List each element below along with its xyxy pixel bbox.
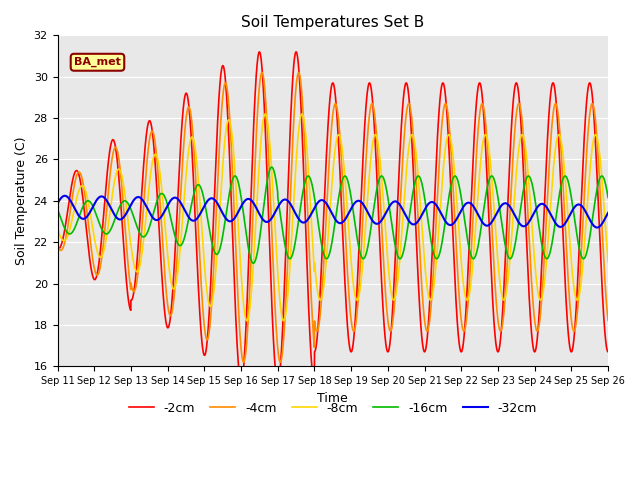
- -32cm: [534, 204, 542, 209]
- -8cm: [262, 111, 269, 117]
- -4cm: [594, 144, 602, 150]
- -2cm: [149, 134, 157, 140]
- -2cm: [116, 194, 124, 200]
- -4cm: [289, 135, 297, 141]
- -32cm: [604, 210, 612, 216]
- -32cm: [594, 225, 602, 230]
- Line: -2cm: -2cm: [58, 52, 608, 383]
- Y-axis label: Soil Temperature (C): Soil Temperature (C): [15, 137, 28, 265]
- -4cm: [534, 326, 542, 332]
- -2cm: [534, 324, 542, 329]
- -16cm: [268, 164, 275, 170]
- -4cm: [149, 129, 157, 135]
- -16cm: [594, 183, 602, 189]
- -2cm: [255, 49, 263, 55]
- Legend: -2cm, -4cm, -8cm, -16cm, -32cm: -2cm, -4cm, -8cm, -16cm, -32cm: [124, 396, 542, 420]
- -32cm: [289, 205, 296, 211]
- Line: -8cm: -8cm: [58, 114, 608, 321]
- -4cm: [54, 242, 61, 248]
- -8cm: [116, 168, 124, 174]
- -16cm: [54, 206, 61, 212]
- -32cm: [593, 225, 601, 230]
- -2cm: [54, 246, 61, 252]
- -16cm: [116, 203, 124, 208]
- -32cm: [265, 218, 273, 224]
- -4cm: [258, 70, 266, 75]
- -32cm: [149, 215, 157, 221]
- Title: Soil Temperatures Set B: Soil Temperatures Set B: [241, 15, 424, 30]
- -16cm: [604, 194, 612, 200]
- Line: -4cm: -4cm: [58, 72, 608, 362]
- -16cm: [289, 251, 297, 256]
- -2cm: [594, 185, 602, 191]
- -8cm: [54, 226, 61, 231]
- -16cm: [534, 219, 542, 225]
- -8cm: [534, 291, 542, 297]
- -2cm: [237, 380, 245, 386]
- -8cm: [594, 137, 602, 143]
- Line: -32cm: -32cm: [58, 196, 608, 228]
- -2cm: [604, 349, 612, 355]
- -16cm: [265, 170, 273, 176]
- -8cm: [149, 156, 157, 162]
- -2cm: [265, 227, 273, 233]
- X-axis label: Time: Time: [317, 392, 348, 405]
- -4cm: [604, 317, 612, 323]
- -32cm: [54, 201, 61, 206]
- -4cm: [116, 168, 124, 174]
- -32cm: [61, 193, 68, 199]
- Text: BA_met: BA_met: [74, 57, 121, 67]
- -2cm: [289, 73, 297, 79]
- -32cm: [116, 216, 124, 222]
- Line: -16cm: -16cm: [58, 167, 608, 263]
- -4cm: [265, 163, 273, 168]
- -16cm: [149, 212, 157, 217]
- -8cm: [265, 132, 273, 137]
- -8cm: [604, 259, 612, 264]
- -16cm: [250, 260, 257, 266]
- -8cm: [289, 213, 297, 219]
- -8cm: [243, 318, 251, 324]
- -4cm: [240, 360, 248, 365]
